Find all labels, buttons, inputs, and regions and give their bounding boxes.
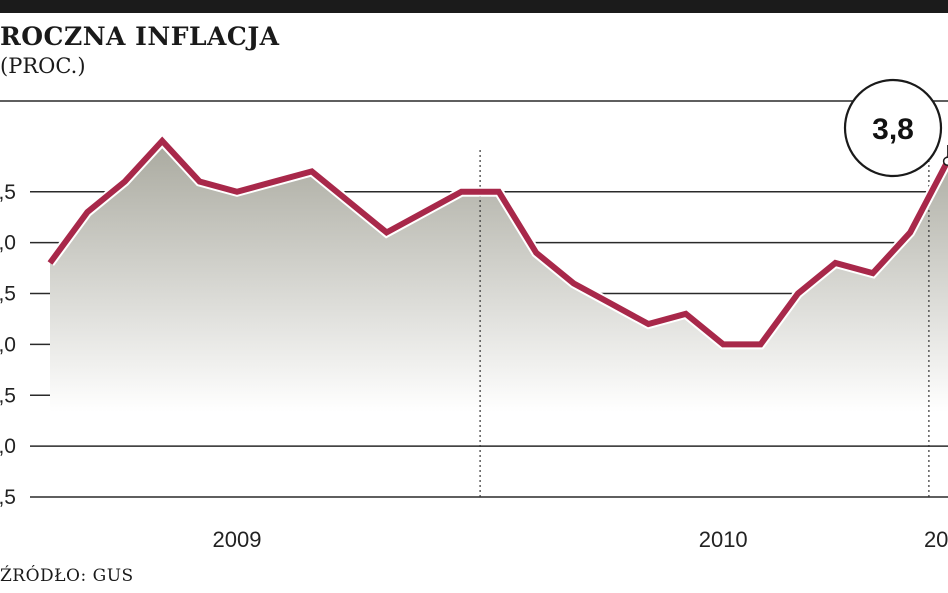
y-tick-label: 3,0 — [0, 232, 16, 255]
callout-marker — [942, 156, 948, 166]
callout-layer: 3,8 — [843, 78, 948, 178]
y-axis-ticks: 0,5 1,0 1,5 2,0 2,5 3,0 3,5 — [0, 181, 16, 509]
area-layer — [50, 140, 948, 412]
y-tick-label: 0,5 — [0, 486, 16, 509]
series-line — [47, 136, 948, 348]
y-tick-label: 2,0 — [0, 333, 16, 356]
y-tick-label: 2,5 — [0, 283, 16, 306]
line-layer — [45, 133, 948, 350]
top-bar — [0, 0, 948, 13]
callout-bubble — [843, 78, 943, 178]
x-tick-label: 2009 — [213, 527, 262, 552]
chart-subtitle: (PROC.) — [0, 54, 86, 78]
y-tick-label: 1,5 — [0, 384, 16, 407]
x-axis-labels: 2009 2010 2011 — [213, 527, 948, 552]
y-tick-label: 3,5 — [0, 181, 16, 204]
area-fill — [50, 140, 948, 412]
callout-value: 3,8 — [872, 113, 914, 146]
chart-title: ROCZNA INFLACJA — [0, 22, 280, 51]
source-note: ŹRÓDŁO: GUS — [0, 566, 134, 586]
x-tick-label: 2011 — [924, 527, 948, 552]
x-tick-label: 2010 — [699, 527, 748, 552]
y-tick-label: 1,0 — [0, 435, 16, 458]
